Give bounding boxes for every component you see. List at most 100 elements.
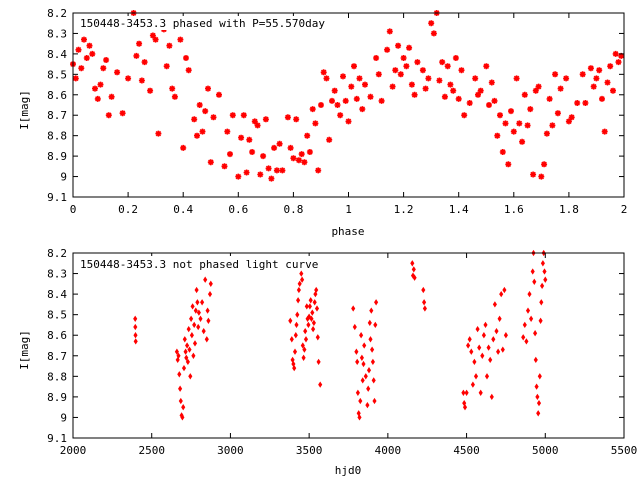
phased-chart-point	[132, 52, 141, 60]
raw-chart-point	[196, 324, 201, 330]
phased-chart-y-tick-label: 8.5	[47, 68, 67, 81]
raw-chart-point	[355, 358, 360, 365]
phased-chart-point	[253, 121, 262, 130]
raw-chart-point	[492, 301, 497, 308]
phased-chart-point	[402, 62, 411, 70]
raw-chart-point	[540, 282, 545, 289]
raw-chart-point	[466, 342, 471, 349]
phased-chart-point	[151, 35, 160, 44]
phased-chart-point	[520, 91, 529, 99]
phased-chart-title: 150448-3453.3 phased with P=55.570day	[80, 17, 325, 30]
phased-chart-point	[493, 131, 502, 140]
raw-chart-xlabel: hjd0	[335, 464, 362, 477]
phased-chart-point	[465, 99, 474, 107]
phased-chart-point	[83, 54, 91, 62]
raw-chart-point	[475, 326, 480, 333]
phased-chart-point	[297, 150, 306, 158]
raw-chart-point	[193, 340, 197, 347]
phased-chart-point	[237, 133, 245, 142]
raw-chart-point	[543, 276, 548, 283]
raw-chart-point	[182, 365, 186, 372]
phased-chart-y-tick-label: 9	[60, 171, 67, 184]
raw-chart-point	[299, 270, 304, 277]
phased-chart: 0 0.2 0.4 0.6 0.8 1 1.2 1.4 1.6 1.8 2 8.2 8.3 8.4 8.5 8…	[18, 7, 627, 238]
raw-chart-point	[500, 346, 505, 353]
phased-chart-point	[77, 64, 86, 72]
raw-chart-point	[310, 309, 315, 316]
raw-chart-point	[186, 326, 191, 333]
phased-chart-point	[543, 129, 551, 138]
phased-chart-point	[385, 27, 394, 36]
phased-chart-point	[595, 66, 604, 74]
raw-chart-point	[467, 336, 472, 343]
phased-chart-point	[168, 84, 176, 93]
raw-chart-point	[496, 348, 501, 355]
raw-chart-point	[303, 328, 308, 335]
phased-chart-point	[452, 54, 460, 62]
phased-chart-point	[245, 136, 254, 144]
phased-chart-point	[113, 68, 121, 77]
phased-chart-point	[443, 62, 452, 70]
raw-chart-point	[133, 324, 138, 330]
raw-chart-point	[358, 398, 363, 404]
phased-chart-point	[220, 162, 229, 171]
phased-chart-point	[350, 62, 358, 70]
raw-chart-point	[497, 315, 502, 322]
raw-chart-point	[525, 307, 531, 314]
phased-chart-point	[515, 119, 524, 128]
phased-chart-point	[223, 127, 232, 136]
raw-chart-point	[301, 354, 306, 361]
phased-chart-point	[396, 70, 405, 79]
raw-chart-point	[521, 334, 526, 341]
phased-chart-point	[80, 35, 88, 44]
raw-chart-point	[201, 328, 206, 335]
phased-chart-point	[471, 74, 480, 83]
phased-chart-point	[72, 74, 80, 83]
phased-chart-marks	[69, 9, 626, 183]
phased-chart-point	[162, 62, 171, 70]
raw-chart-point	[367, 319, 372, 326]
raw-chart-point	[422, 305, 427, 312]
phased-chart-point	[606, 62, 615, 70]
phased-chart-point	[330, 86, 339, 95]
phased-chart-point	[135, 39, 143, 48]
phased-chart-point	[339, 72, 347, 81]
phased-chart-point	[278, 166, 287, 175]
phased-chart-y-tick-label: 8.3	[47, 27, 67, 40]
raw-chart-point	[296, 297, 301, 304]
phased-chart-x-tick-label: 1.6	[504, 203, 524, 216]
phased-chart-point	[427, 19, 436, 28]
phased-chart-point	[388, 82, 397, 91]
phased-chart-point	[308, 105, 317, 113]
raw-chart-point	[489, 393, 494, 400]
raw-chart-point	[311, 326, 316, 333]
raw-chart-point	[530, 268, 535, 275]
raw-chart-point	[483, 321, 488, 328]
raw-chart-point	[370, 346, 375, 353]
phased-chart-point	[256, 170, 265, 179]
raw-chart-point	[374, 299, 379, 306]
phased-chart-point	[264, 164, 273, 173]
raw-chart-x-tick-label: 2000	[60, 444, 87, 457]
raw-chart-point	[527, 291, 532, 298]
phased-chart-ticks: 0 0.2 0.4 0.6 0.8 1 1.2 1.4 1.6 1.8 2 8.2 8.3 8.4 8.5 8…	[47, 7, 627, 216]
raw-chart-point	[208, 280, 213, 287]
phased-chart-x-tick-label: 1.2	[394, 203, 414, 216]
phased-chart-point	[85, 41, 94, 50]
raw-chart-point	[312, 299, 317, 306]
phased-chart-point	[146, 86, 154, 95]
phased-chart-x-tick-label: 1.4	[449, 203, 469, 216]
raw-chart-point	[316, 358, 321, 365]
raw-chart-point	[178, 385, 183, 392]
raw-chart-point	[366, 385, 371, 392]
phased-chart-point	[476, 86, 485, 95]
phased-chart-point	[355, 74, 364, 83]
phased-chart-point	[490, 97, 499, 105]
raw-chart-ticks: 2000 2500 3000 3500 4000 4500 5000 5500 8.2 8.3 8.…	[47, 247, 637, 457]
phased-chart-point	[344, 117, 353, 126]
phased-chart-point	[498, 148, 507, 156]
raw-chart-y-tick-label: 8.9	[47, 391, 67, 404]
raw-chart-point	[464, 389, 469, 396]
raw-chart-point	[208, 291, 212, 298]
raw-chart-point	[488, 356, 493, 363]
